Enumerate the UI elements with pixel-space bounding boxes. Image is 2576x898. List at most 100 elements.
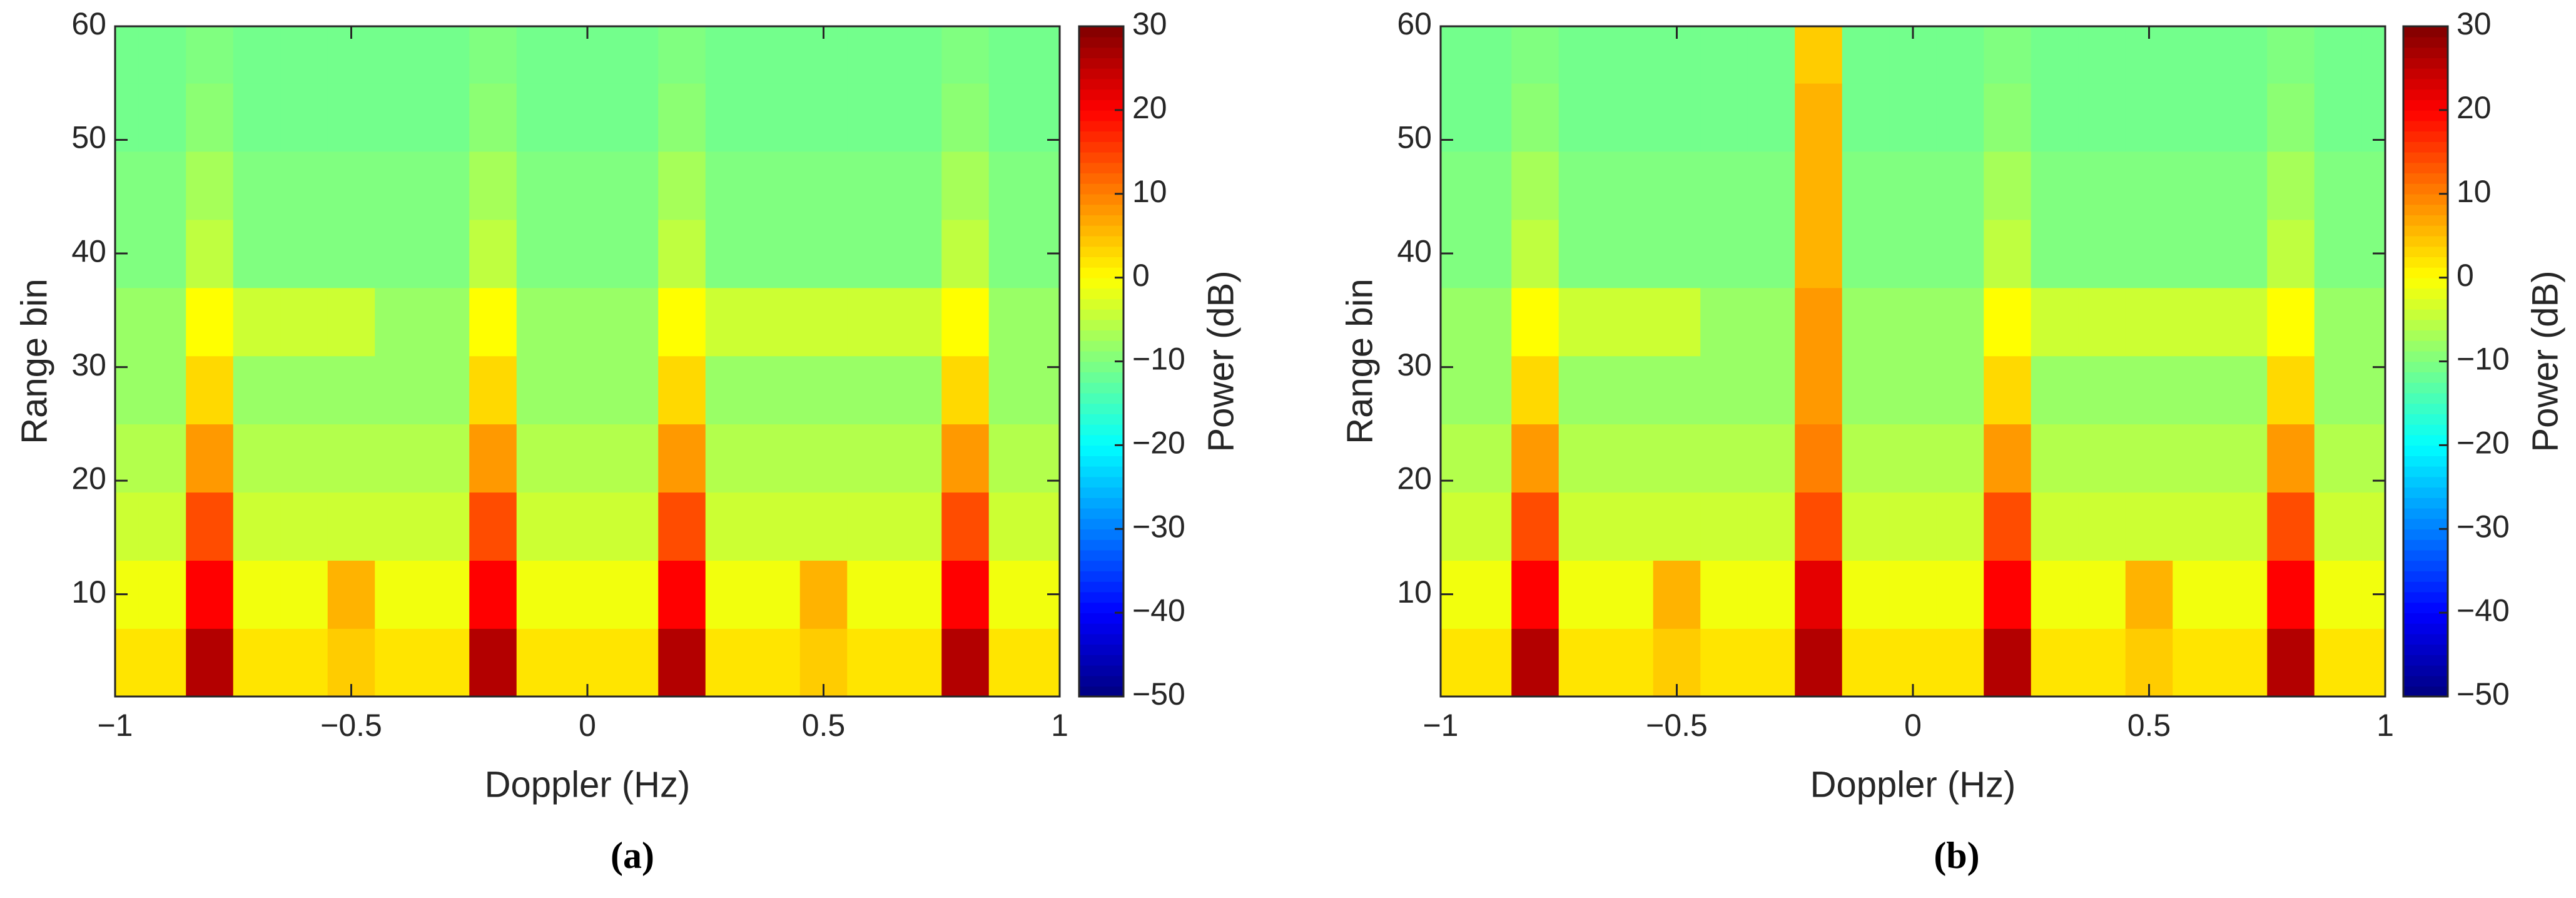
heatmap-cell (2031, 219, 2079, 288)
colorbar-swatch (2403, 350, 2448, 362)
heatmap-cell (2125, 560, 2174, 629)
heatmap-cell (1936, 355, 1985, 425)
heatmap-cell (1984, 628, 2032, 696)
colorbar-swatch (2403, 539, 2448, 551)
heatmap-cell (2031, 83, 2079, 152)
heatmap-cell (799, 355, 848, 425)
heatmap-cell (753, 424, 801, 493)
heatmap-cell (1889, 219, 1937, 288)
colorbar-swatch (2403, 47, 2448, 59)
heatmap-cell (1936, 560, 1985, 629)
colorbar-swatch (2403, 434, 2448, 446)
heatmap-cell (422, 628, 470, 696)
heatmap-cell (375, 83, 423, 152)
colorbar-swatch (1079, 382, 1123, 394)
heatmap-cell (2173, 560, 2221, 629)
heatmap-cell (564, 151, 612, 220)
heatmap-cell (894, 83, 943, 152)
heatmap-cell (1984, 151, 2032, 220)
heatmap-cell (2267, 83, 2315, 152)
colorbar-swatch (1079, 518, 1123, 530)
colorbar-swatch (2403, 151, 2448, 163)
heatmap-cell (516, 26, 565, 84)
heatmap-cell (2219, 287, 2268, 357)
x-tick-label: −1 (97, 708, 133, 743)
heatmap-cell (516, 492, 565, 561)
heatmap-cell (327, 26, 376, 84)
heatmap-cell (1464, 83, 1513, 152)
heatmap-cell (1606, 287, 1654, 357)
heatmap-cell (1558, 560, 1607, 629)
colorbar-swatch (1079, 141, 1123, 153)
heatmap-cell (1889, 26, 1937, 84)
heatmap-cell (516, 424, 565, 493)
colorbar-swatch (1079, 267, 1123, 278)
subcaption: (b) (1934, 835, 1979, 876)
colorbar-tick-label: −20 (1132, 426, 1185, 461)
heatmap-cell (1889, 424, 1937, 493)
heatmap-cell (138, 424, 187, 493)
colorbar-swatch (1079, 340, 1123, 352)
colorbar-swatch (1079, 151, 1123, 163)
heatmap-cell (115, 26, 139, 84)
heatmap-cell (469, 151, 517, 220)
heatmap-cell (1036, 151, 1060, 220)
heatmap-cell (2031, 151, 2079, 220)
heatmap-cell (894, 424, 943, 493)
heatmap-cell (115, 492, 139, 561)
heatmap-cell (941, 628, 990, 696)
colorbar-swatch (1079, 235, 1123, 247)
heatmap-cell (1984, 424, 2032, 493)
colorbar-swatch (1079, 466, 1123, 477)
heatmap-cell (988, 151, 1037, 220)
colorbar-swatch (2403, 309, 2448, 320)
heatmap-cell (1700, 424, 1748, 493)
colorbar-swatch (2403, 141, 2448, 153)
colorbar-tick-label: −40 (1132, 593, 1185, 628)
heatmap-cell (422, 83, 470, 152)
heatmap-cell (186, 26, 234, 84)
heatmap-cell (658, 151, 706, 220)
colorbar-swatch (1079, 434, 1123, 446)
colorbar-tick-label: 30 (1132, 6, 1167, 41)
heatmap-cell (658, 628, 706, 696)
heatmap-cell (1511, 26, 1559, 84)
colorbar-label: Power (dB) (1200, 270, 1241, 452)
heatmap-cell (611, 560, 659, 629)
heatmap-cell (2125, 287, 2174, 357)
colorbar-swatch (1079, 675, 1123, 687)
colorbar-swatch (1079, 36, 1123, 48)
y-tick-label: 20 (1397, 461, 1432, 496)
heatmap-cell (2219, 424, 2268, 493)
heatmap-cell (2078, 355, 2126, 425)
colorbar-swatch (2403, 215, 2448, 226)
colorbar-swatch (2403, 466, 2448, 477)
heatmap-cell (516, 628, 565, 696)
heatmap-cell (2031, 628, 2079, 696)
heatmap-cell (705, 424, 754, 493)
heatmap-cell (1700, 151, 1748, 220)
heatmap-cell (753, 151, 801, 220)
heatmap-cell (138, 83, 187, 152)
heatmap-cell (2031, 424, 2079, 493)
heatmap-cell (186, 219, 234, 288)
heatmap-cell (469, 424, 517, 493)
heatmap-cells (1441, 26, 2385, 696)
heatmap-cell (1653, 424, 1701, 493)
heatmap-cell (1984, 355, 2032, 425)
heatmap-cell (469, 26, 517, 84)
heatmap-cell (847, 560, 895, 629)
y-tick-label: 30 (1397, 347, 1432, 382)
heatmap-cell (2267, 628, 2315, 696)
heatmap-cell (799, 83, 848, 152)
heatmap-cell (422, 355, 470, 425)
heatmap-cell (186, 492, 234, 561)
heatmap-cell (1653, 83, 1701, 152)
colorbar-tick-label: 0 (2457, 258, 2474, 293)
heatmap-cell (375, 355, 423, 425)
heatmap-cell (327, 424, 376, 493)
colorbar-swatch (2403, 225, 2448, 237)
heatmap-cell (422, 492, 470, 561)
heatmap-cell (1700, 492, 1748, 561)
colorbar-swatch (2403, 445, 2448, 456)
